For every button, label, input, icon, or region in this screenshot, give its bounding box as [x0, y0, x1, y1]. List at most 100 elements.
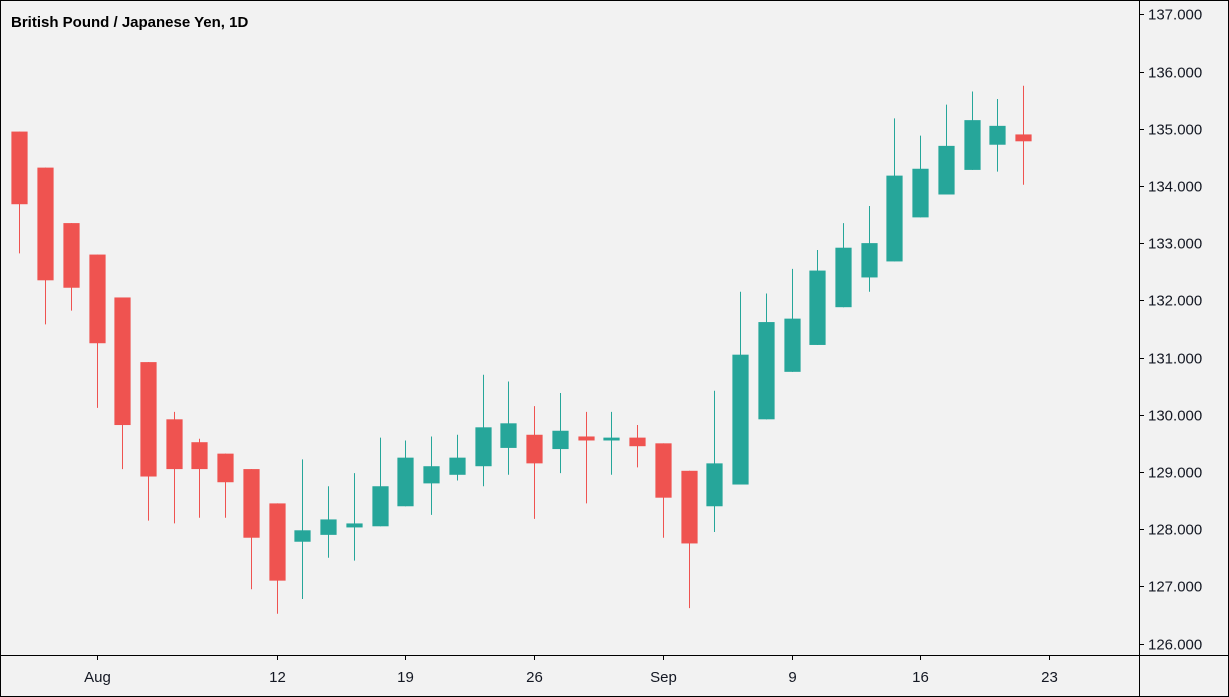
- y-tick-label: 135.000: [1148, 122, 1202, 139]
- candle[interactable]: [732, 291, 749, 485]
- candle[interactable]: [63, 223, 80, 311]
- candle-body-up: [706, 463, 723, 507]
- candle[interactable]: [706, 390, 723, 533]
- candle-body-up: [861, 243, 878, 278]
- candle[interactable]: [37, 167, 54, 325]
- candle-body-up: [758, 322, 775, 420]
- candle-body-up: [320, 519, 337, 535]
- y-tick-label: 127.000: [1148, 579, 1202, 596]
- x-tick-label: 9: [788, 669, 796, 686]
- x-tick-label: 23: [1041, 669, 1058, 686]
- candle-body-up: [294, 530, 311, 542]
- candle[interactable]: [552, 393, 569, 474]
- candle[interactable]: [655, 443, 672, 538]
- candle-body-down: [217, 453, 234, 483]
- y-tick-label: 134.000: [1148, 179, 1202, 196]
- candle[interactable]: [603, 411, 620, 475]
- candle[interactable]: [346, 473, 363, 561]
- candle-body-down: [63, 223, 80, 288]
- candle[interactable]: [140, 362, 157, 521]
- x-tick-label: 19: [397, 669, 414, 686]
- candle[interactable]: [11, 131, 28, 254]
- candle-body-up: [423, 466, 440, 484]
- candle-body-up: [397, 457, 414, 507]
- y-tick-label: 133.000: [1148, 236, 1202, 253]
- candle-body-up: [835, 247, 852, 308]
- candle[interactable]: [784, 268, 801, 372]
- candle[interactable]: [166, 411, 183, 524]
- candle-body-down: [166, 419, 183, 470]
- candle-body-down: [89, 254, 106, 344]
- candle[interactable]: [500, 381, 517, 475]
- candle[interactable]: [809, 249, 826, 345]
- candle-body-down: [114, 297, 131, 426]
- candle-body-down: [578, 436, 595, 441]
- candle[interactable]: [114, 297, 131, 470]
- candle[interactable]: [835, 223, 852, 308]
- candle-body-up: [989, 125, 1006, 145]
- candle[interactable]: [526, 406, 543, 519]
- candle[interactable]: [681, 470, 698, 609]
- candle-body-down: [1015, 134, 1032, 142]
- candles-layer: [11, 85, 1032, 614]
- candle[interactable]: [269, 503, 286, 614]
- x-tick-label: Aug: [84, 669, 111, 686]
- candle-body-up: [938, 145, 955, 195]
- x-tick-label: Sep: [650, 669, 677, 686]
- y-tick-label: 130.000: [1148, 408, 1202, 425]
- candle[interactable]: [861, 205, 878, 292]
- candle-body-up: [372, 486, 389, 527]
- candle[interactable]: [423, 436, 440, 515]
- candle[interactable]: [372, 437, 389, 527]
- candle[interactable]: [397, 440, 414, 507]
- candle-body-down: [629, 437, 646, 447]
- candle[interactable]: [320, 486, 337, 558]
- candle[interactable]: [912, 135, 929, 218]
- candle[interactable]: [629, 425, 646, 468]
- candle[interactable]: [938, 104, 955, 195]
- candle-body-up: [449, 457, 466, 475]
- candle-body-up: [784, 318, 801, 372]
- candle-body-up: [964, 120, 981, 170]
- candle[interactable]: [1015, 85, 1032, 185]
- candle-body-up: [500, 423, 517, 448]
- candle-body-down: [191, 442, 208, 470]
- candle[interactable]: [191, 438, 208, 518]
- candle-body-down: [11, 131, 28, 205]
- candle[interactable]: [758, 293, 775, 420]
- y-tick-label: 136.000: [1148, 65, 1202, 82]
- x-tick-label: 16: [912, 669, 929, 686]
- candle-body-up: [552, 430, 569, 450]
- candle[interactable]: [89, 254, 106, 408]
- y-tick-label: 137.000: [1148, 7, 1202, 24]
- candle-body-up: [886, 175, 903, 262]
- candle-body-up: [732, 354, 749, 485]
- candle[interactable]: [989, 98, 1006, 172]
- y-tick-label: 131.000: [1148, 351, 1202, 368]
- y-tick-label: 132.000: [1148, 293, 1202, 310]
- candle[interactable]: [886, 118, 903, 262]
- candle[interactable]: [964, 91, 981, 170]
- candle[interactable]: [217, 453, 234, 518]
- candle-body-down: [681, 470, 698, 544]
- candle-body-down: [140, 362, 157, 477]
- candle[interactable]: [475, 374, 492, 487]
- candle-body-down: [243, 469, 260, 538]
- candle-body-down: [526, 434, 543, 464]
- candle[interactable]: [294, 459, 311, 599]
- y-tick-label: 128.000: [1148, 522, 1202, 539]
- candle-body-down: [269, 503, 286, 581]
- time-axis[interactable]: Aug 12 19 26 Sep 9 16 23: [84, 655, 1058, 686]
- candle-body-down: [37, 167, 54, 281]
- y-tick-label: 129.000: [1148, 465, 1202, 482]
- candle[interactable]: [449, 434, 466, 481]
- x-tick-label: 26: [526, 669, 543, 686]
- candle-body-up: [346, 523, 363, 528]
- candle[interactable]: [578, 411, 595, 504]
- candle[interactable]: [243, 469, 260, 590]
- x-tick-label: 12: [269, 669, 286, 686]
- price-axis[interactable]: 126.000 127.000 128.000 129.000 130.000 131.0…: [1139, 7, 1202, 654]
